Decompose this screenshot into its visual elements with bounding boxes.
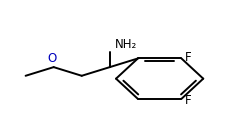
- Text: F: F: [185, 94, 192, 107]
- Text: F: F: [185, 51, 192, 64]
- Text: NH₂: NH₂: [115, 38, 137, 51]
- Text: O: O: [48, 52, 57, 65]
